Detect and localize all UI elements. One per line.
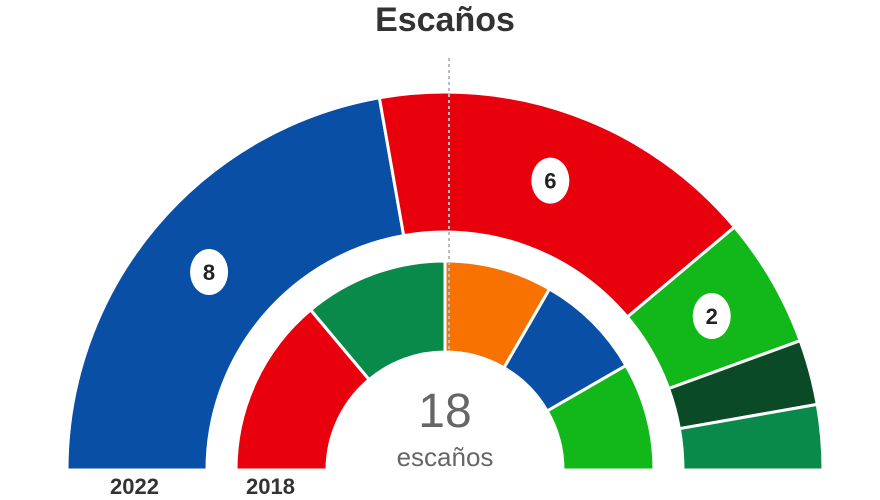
chart-title: Escaños	[375, 1, 515, 39]
seat-label-bubble-2022-0	[190, 249, 229, 296]
seat-label-2022-0: 8	[203, 260, 215, 285]
year-label-outer: 2022	[110, 474, 159, 499]
seat-segment-2022-4	[677, 402, 825, 472]
total-seats-label: escaños	[396, 442, 494, 472]
seat-segment-2022-0	[65, 96, 406, 472]
seat-label-bubble-2022-1	[531, 157, 570, 204]
seat-label-2022-2: 2	[706, 304, 718, 329]
total-seats: 18	[418, 385, 472, 438]
seat-label-bubble-2022-2	[692, 293, 731, 339]
year-label-inner: 2018	[246, 474, 295, 499]
seat-segment-2018-4	[545, 363, 656, 472]
seat-segment-2022-1	[377, 90, 737, 320]
seat-label-2022-1: 6	[544, 169, 556, 194]
